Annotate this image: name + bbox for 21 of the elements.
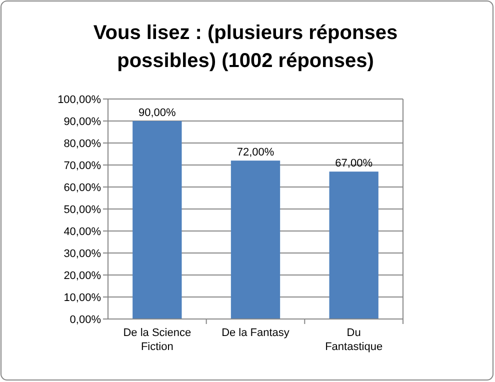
x-tick-label: Du Fantastique	[325, 327, 383, 353]
y-tick-label: 50,00%	[64, 204, 102, 216]
y-tick-label: 30,00%	[64, 248, 102, 260]
y-tick-label: 100,00%	[58, 94, 102, 106]
y-tick-label: 90,00%	[64, 116, 102, 128]
y-tick-label: 20,00%	[64, 270, 102, 282]
y-tick-label: 80,00%	[64, 138, 102, 150]
data-label: 90,00%	[138, 107, 176, 119]
bar	[132, 121, 182, 319]
x-tick-label: De la Science Fiction	[123, 327, 192, 353]
x-tick-label: De la Fantasy	[222, 327, 290, 339]
bar	[329, 172, 378, 319]
y-tick-label: 60,00%	[64, 182, 102, 194]
y-tick-label: 70,00%	[64, 160, 102, 172]
data-label: 67,00%	[335, 158, 373, 170]
bar	[230, 160, 280, 319]
y-tick-label: 10,00%	[64, 292, 102, 304]
y-tick-label: 0,00%	[70, 314, 102, 326]
y-tick-label: 40,00%	[64, 226, 102, 238]
data-label: 72,00%	[236, 146, 274, 159]
chart-title: Vous lisez : (plusieurs réponses possibles) (1002 réponses)	[93, 22, 398, 72]
